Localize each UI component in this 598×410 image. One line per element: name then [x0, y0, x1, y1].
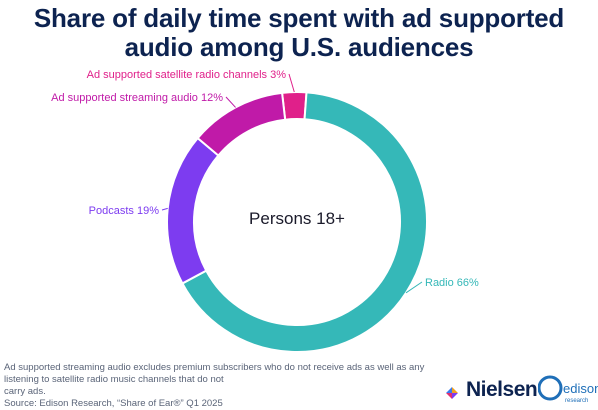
slice-label-1: Radio 66% [425, 277, 479, 289]
svg-text:research: research [565, 398, 588, 404]
donut-slice-ad-supported-streaming-audio [196, 91, 287, 157]
leader-line-1 [405, 281, 423, 294]
donut-slice-ad-supported-satellite-radio-channels [280, 91, 308, 121]
chart-title-line-1: Share of daily time spent with ad suppor… [33, 3, 565, 33]
donut-slices [166, 91, 428, 353]
chart-title-line-2: audio among U.S. audiences [124, 32, 474, 62]
leader-line-2 [161, 207, 168, 211]
donut-slice-podcasts [166, 136, 220, 285]
donut-slice-radio [181, 91, 428, 353]
chart-title: Share of daily time spent with ad suppor… [0, 4, 598, 62]
leader-line-3 [225, 96, 236, 108]
slice-label-0: Ad supported satellite radio channels 3% [87, 69, 287, 81]
logos: Nielsen edison research [444, 375, 598, 406]
slice-leader-lines [161, 73, 423, 294]
nielsen-logo: Nielsen [466, 378, 538, 401]
slice-labels: Ad supported satellite radio channels 3%… [51, 69, 479, 289]
leader-line-0 [288, 73, 295, 93]
footnote-line-2: carry ads. [4, 386, 46, 397]
footnote: Ad supported streaming audio excludes pr… [4, 362, 444, 410]
nielsen-logo-mark [446, 387, 458, 399]
slice-label-2: Podcasts 19% [89, 205, 160, 217]
edison-research-logo: edison research [538, 375, 598, 404]
slice-label-3: Ad supported streaming audio 12% [51, 92, 223, 104]
source-line: Source: Edison Research, “Share of Ear®”… [4, 398, 223, 409]
footnote-line-1: Ad supported streaming audio excludes pr… [4, 362, 425, 385]
center-label: Persons 18+ [249, 209, 345, 228]
svg-text:edison: edison [563, 381, 598, 396]
